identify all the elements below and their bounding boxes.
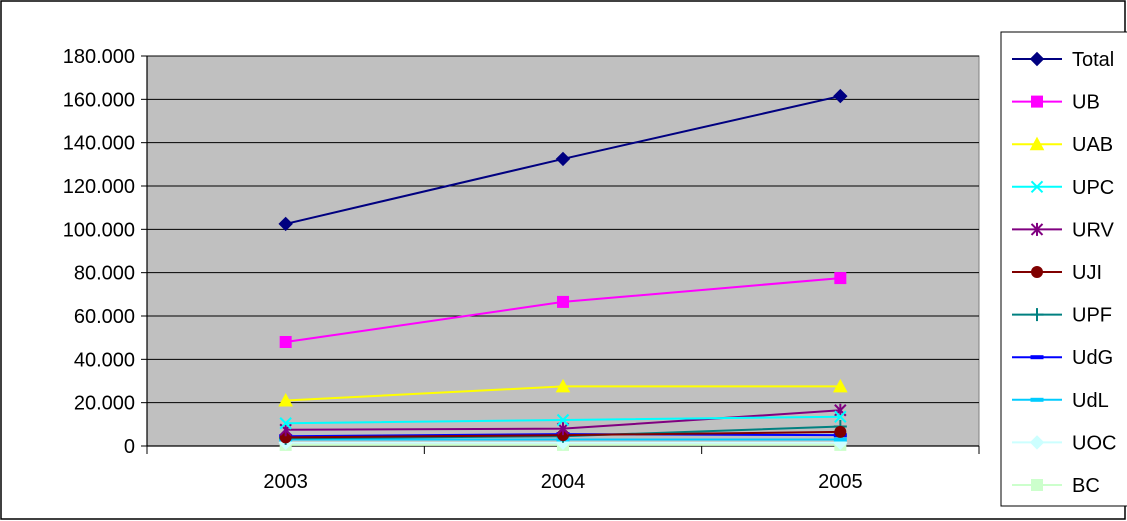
legend-item-udg: UdG: [1012, 347, 1113, 369]
legend-marker: [1031, 479, 1043, 491]
legend-item-udl: UdL: [1012, 390, 1109, 412]
legend-item-total: Total: [1012, 49, 1114, 71]
legend-label: UdL: [1072, 390, 1109, 412]
data-point: [557, 295, 569, 308]
y-tick-label: 80.000: [74, 263, 135, 285]
y-tick-label: 20.000: [74, 393, 135, 415]
series-upc: [279, 410, 847, 430]
legend-marker: [1031, 266, 1043, 278]
legend-marker: [1030, 397, 1044, 402]
series-ub: [279, 272, 847, 348]
legend-label: UPF: [1072, 305, 1112, 327]
data-point: [555, 378, 571, 393]
legend-item-uab: UAB: [1012, 134, 1113, 156]
legend-label: UJI: [1072, 262, 1102, 284]
data-point: [834, 272, 847, 285]
data-point: [279, 336, 292, 348]
y-tick-label: 0: [124, 436, 135, 458]
data-point: [833, 88, 848, 104]
series-uab: [278, 378, 848, 407]
legend-item-upf: UPF: [1012, 305, 1112, 327]
data-point: [278, 392, 294, 407]
legend-label: URV: [1072, 219, 1115, 241]
data-point: [834, 425, 847, 438]
legend-marker: [1029, 51, 1045, 67]
legend-marker: [1029, 136, 1045, 151]
legend-label: UAB: [1072, 134, 1113, 156]
y-tick-label: 40.000: [74, 349, 135, 371]
data-point: [834, 410, 847, 423]
y-tick-label: 160.000: [63, 89, 135, 111]
data-point: [279, 417, 292, 430]
series-total: [278, 88, 848, 232]
legend-box: [1000, 31, 1127, 507]
data-point: [555, 151, 571, 167]
x-tick-label: 2003: [263, 471, 308, 493]
legend-label: BC: [1072, 475, 1100, 497]
legend-marker: [1029, 435, 1045, 450]
legend-label: Total: [1072, 49, 1114, 71]
legend-marker: [1030, 355, 1044, 360]
data-point: [556, 413, 570, 427]
legend-label: UOC: [1072, 432, 1116, 454]
x-tick-label: 2004: [541, 471, 586, 493]
legend-item-upc: UPC: [1012, 177, 1114, 199]
legend-marker: [1030, 308, 1044, 322]
series-lines: [278, 88, 848, 451]
x-tick-label: 2005: [818, 471, 863, 493]
legend-item-uoc: UOC: [1012, 432, 1116, 454]
y-tick-label: 120.000: [63, 176, 135, 198]
legend-item-uji: UJI: [1012, 262, 1102, 284]
legend-item-urv: URV: [1012, 219, 1115, 241]
legend-item-ub: UB: [1012, 92, 1100, 114]
data-point: [833, 437, 847, 442]
data-point: [278, 216, 293, 232]
y-tick-label: 60.000: [74, 306, 135, 328]
legend-label: UPC: [1072, 177, 1114, 199]
legend-item-bc: BC: [1012, 475, 1100, 497]
legend-marker: [1030, 222, 1044, 236]
legend: Total UB UAB UPC URV UJI UPF UdG UdL UOC BC: [1000, 31, 1127, 507]
legend-marker: [1030, 180, 1044, 194]
legend-label: UdG: [1072, 347, 1113, 369]
y-tick-label: 140.000: [63, 133, 135, 155]
y-tick-label: 180.000: [63, 46, 135, 68]
legend-marker: [1031, 95, 1043, 108]
y-tick-label: 100.000: [63, 219, 135, 241]
legend-label: UB: [1072, 92, 1100, 114]
data-point: [832, 378, 848, 393]
